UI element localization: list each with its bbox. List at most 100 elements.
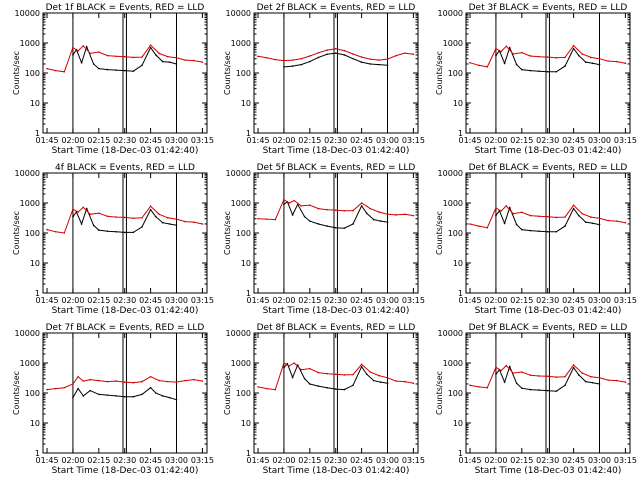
data-point-events [584,221,587,223]
panel-title: 4f BLACK = Events, RED = LLD [55,163,195,173]
data-point-lld [98,212,100,214]
data-point-events [584,380,587,383]
data-point-events [577,374,580,376]
data-point-lld [72,46,74,49]
x-tick-label: 02:15 [87,456,110,465]
data-point-events [77,387,79,390]
data-point-lld [132,381,135,384]
data-point-events [123,395,126,398]
data-point-lld [495,47,497,50]
data-point-lld [63,70,66,73]
panel-title: Det 9f BLACK = Events, RED = LLD [469,323,628,333]
x-tick-label: 01:45 [458,296,481,305]
data-point-events [106,230,109,232]
data-point-events [386,221,389,223]
data-point-lld [512,372,514,374]
data-point-lld [309,204,311,206]
data-point-events [538,230,540,232]
data-point-lld [293,362,296,364]
series-line-lld [46,205,203,234]
data-point-events [92,63,95,65]
x-tick-label: 02:30 [324,136,347,145]
data-point-events [598,383,601,385]
y-tick-label: 100 [236,389,251,398]
y-tick-label: 10 [241,259,251,268]
data-point-lld [158,379,161,382]
data-point-events [495,214,497,217]
x-axis-label: Start Time (18-Dec-03 01:42:40) [263,466,410,476]
data-point-lld [257,55,259,58]
x-tick-label: 02:00 [272,136,295,145]
data-point-events [564,225,566,227]
y-axis-label: Counts/sec [12,371,21,415]
data-point-lld [309,55,311,57]
data-point-events [546,389,549,392]
data-point-lld [77,375,79,378]
data-point-events [572,207,575,210]
data-point-lld [546,215,549,218]
data-point-lld [326,49,328,51]
data-point-lld [352,53,354,55]
data-point-lld [352,373,354,376]
data-point-lld [77,49,79,52]
data-point-lld [106,380,109,383]
data-point-lld [555,376,558,378]
x-tick-label: 02:15 [510,296,533,305]
data-point-lld [564,56,566,59]
data-point-lld [395,214,397,216]
data-point-events [538,389,540,391]
data-point-lld [115,216,117,218]
data-point-lld [412,214,415,217]
x-tick-label: 02:00 [484,456,507,465]
data-point-lld [201,380,204,382]
data-point-events [85,207,88,210]
data-point-lld [546,375,549,378]
data-point-events [521,387,523,389]
x-tick-label: 01:45 [458,136,481,145]
x-tick-label: 02:15 [298,456,321,465]
x-tick-label: 02:00 [272,456,295,465]
data-point-events [291,376,294,379]
data-point-lld [572,364,575,366]
y-axis-label: Counts/sec [435,371,444,415]
data-point-lld [257,386,259,388]
data-point-lld [309,367,311,370]
data-point-lld [495,366,497,369]
data-point-events [529,229,532,232]
data-point-events [161,60,164,63]
data-point-lld [82,380,85,382]
data-point-lld [395,380,397,382]
data-point-events [591,222,594,225]
data-point-events [80,61,83,64]
data-point-events [175,224,178,227]
panel-title: Det 1f BLACK = Events, RED = LLD [46,3,205,13]
y-tick-label: 10000 [226,9,251,18]
data-point-lld [283,198,285,201]
panel-6: Det 6f BLACK = Events, RED = LLD 1 10 100 10… [435,163,637,316]
data-point-events [141,64,143,67]
data-point-lld [115,55,117,58]
data-point-events [369,63,372,65]
data-point-lld [369,371,372,373]
data-point-events [365,373,368,376]
data-point-lld [624,221,627,224]
panel-7: Det 7f BLACK = Events, RED = LLD 1 10 100 10… [12,323,214,476]
data-point-lld [167,380,169,383]
data-point-events [317,385,320,387]
panel-title: Det 3f BLACK = Events, RED = LLD [469,3,628,13]
data-point-lld [77,211,79,213]
data-point-events [538,70,540,72]
data-point-lld [192,59,195,62]
data-point-events [317,223,320,225]
x-tick-label: 02:30 [324,456,347,465]
data-point-lld [63,386,66,389]
data-point-events [515,382,518,385]
data-point-events [334,226,337,229]
data-point-events [379,220,382,222]
data-point-lld [546,56,549,58]
x-axis-label: Start Time (18-Dec-03 01:42:40) [263,306,410,316]
data-point-lld [521,371,523,373]
data-point-lld [106,54,109,57]
data-point-events [123,69,126,72]
data-point-lld [555,216,558,219]
